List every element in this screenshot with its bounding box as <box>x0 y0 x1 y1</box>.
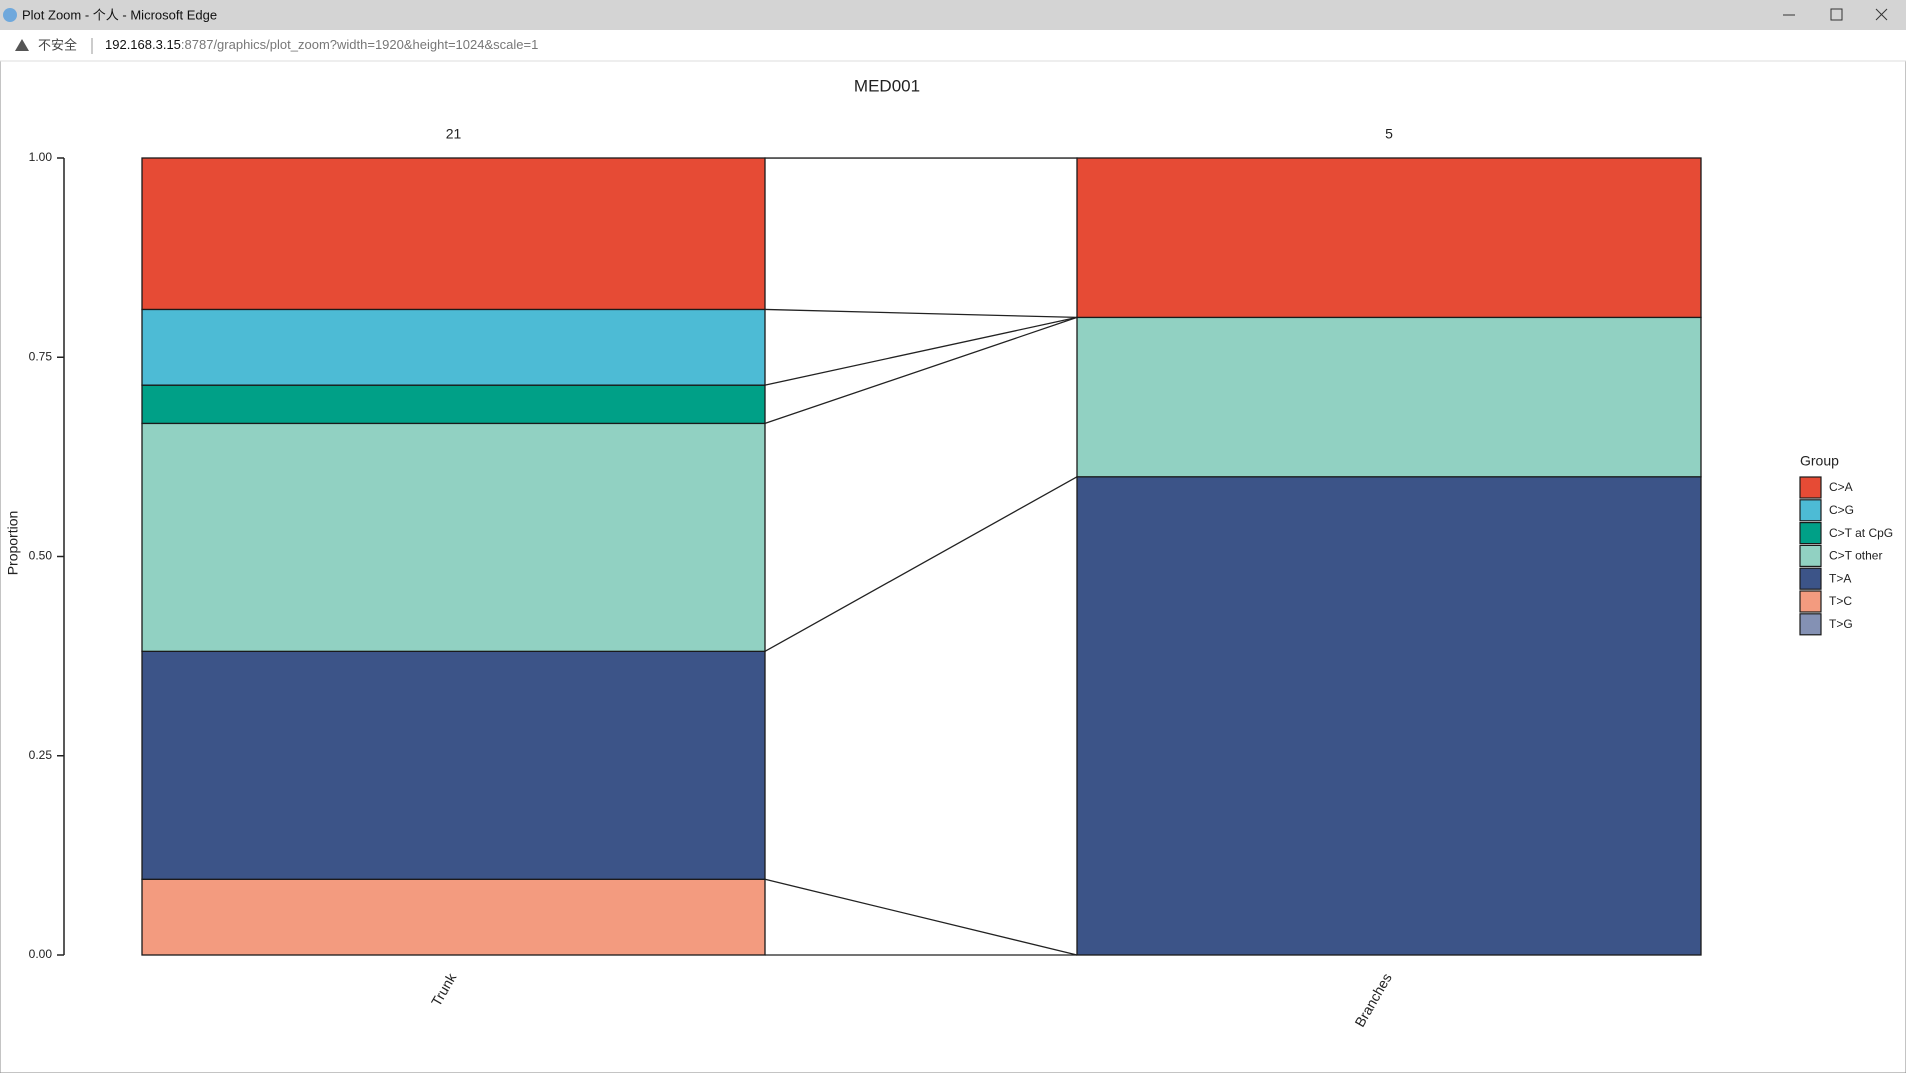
url-rest: :8787/graphics/plot_zoom?width=1920&heig… <box>181 37 538 52</box>
legend-label: T>C <box>1829 594 1852 608</box>
legend-swatch <box>1800 591 1821 612</box>
bar-segment <box>142 158 765 309</box>
window-title: Plot Zoom - 个人 - Microsoft Edge <box>22 7 217 22</box>
bar-segment <box>142 385 765 423</box>
facet-label: 21 <box>446 126 462 142</box>
bar-segment <box>1077 477 1701 955</box>
legend-label: T>G <box>1829 617 1853 631</box>
legend-swatch <box>1800 568 1821 589</box>
url-text[interactable]: 192.168.3.15:8787/graphics/plot_zoom?wid… <box>105 37 538 52</box>
y-tick-label: 0.25 <box>29 748 53 762</box>
app-icon <box>3 8 17 22</box>
bar-segment <box>142 309 765 385</box>
legend-swatch <box>1800 500 1821 521</box>
legend-label: C>A <box>1829 480 1853 494</box>
bar-segment <box>142 879 765 955</box>
y-axis-label: Proportion <box>5 511 21 576</box>
chart-title: MED001 <box>854 76 920 95</box>
legend-swatch <box>1800 614 1821 635</box>
y-tick-label: 0.75 <box>29 349 53 363</box>
url-host: 192.168.3.15 <box>105 37 181 52</box>
bar-segment <box>1077 317 1701 476</box>
y-tick-label: 0.50 <box>29 549 53 563</box>
legend-label: C>T other <box>1829 549 1882 563</box>
title-bar <box>0 0 1906 30</box>
legend-swatch <box>1800 523 1821 544</box>
legend-swatch <box>1800 477 1821 498</box>
legend-title: Group <box>1800 453 1839 469</box>
bar-segment <box>142 423 765 651</box>
facet-label: 5 <box>1385 126 1393 142</box>
legend-swatch <box>1800 545 1821 566</box>
bar-segment <box>1077 158 1701 317</box>
legend-label: C>T at CpG <box>1829 526 1893 540</box>
y-tick-label: 0.00 <box>29 947 53 961</box>
legend-label: T>A <box>1829 571 1851 585</box>
bar-segment <box>142 651 765 879</box>
y-tick-label: 1.00 <box>29 150 53 164</box>
legend-label: C>G <box>1829 503 1854 517</box>
security-label[interactable]: 不安全 <box>38 37 77 52</box>
